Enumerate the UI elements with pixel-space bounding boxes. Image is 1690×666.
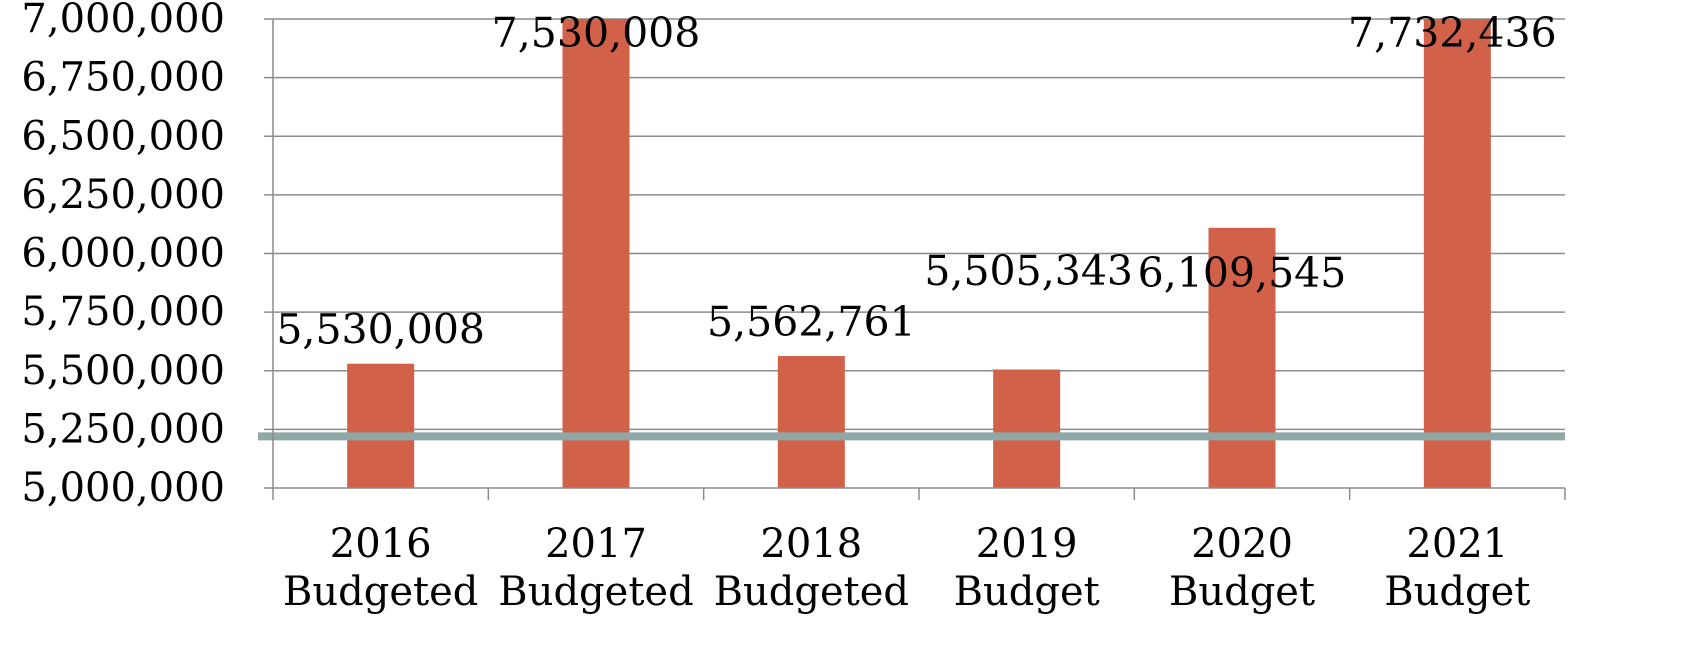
x-tick-label: 2021 — [1406, 521, 1508, 567]
bar — [347, 363, 415, 488]
y-tick-label: 5,750,000 — [21, 289, 225, 335]
x-tick-label: 2020 — [1191, 521, 1293, 567]
bar — [1423, 19, 1491, 488]
y-tick-label: 7,000,000 — [21, 0, 225, 42]
x-tick-label: 2017 — [545, 521, 647, 567]
x-tick-label: Budget — [954, 569, 1100, 615]
y-tick-label: 5,250,000 — [21, 406, 225, 452]
bar — [1208, 227, 1276, 488]
y-tick-label: 5,500,000 — [21, 348, 225, 394]
axes — [264, 18, 1566, 500]
bar — [562, 19, 630, 488]
bar — [777, 356, 845, 488]
x-tick-label: Budget — [1384, 569, 1530, 615]
data-label: 5,505,343 — [924, 247, 1133, 295]
data-label: 6,109,545 — [1138, 249, 1347, 297]
x-tick-labels: 2016Budgeted2017Budgeted2018Budgeted2019… — [283, 521, 1530, 615]
y-tick-label: 6,750,000 — [21, 55, 225, 101]
data-label: 5,530,008 — [276, 306, 485, 354]
data-label: 7,732,436 — [1348, 9, 1557, 57]
y-tick-labels: 5,000,000 5,250,000 5,500,000 5,750,000 6,00… — [21, 0, 225, 511]
x-tick-label: 2016 — [330, 521, 432, 567]
data-label: 5,562,761 — [707, 298, 916, 346]
y-tick-label: 6,250,000 — [21, 172, 225, 218]
x-tick-label: Budget — [1169, 569, 1315, 615]
x-tick-label: 2019 — [976, 521, 1078, 567]
x-tick-label: Budgeted — [498, 569, 693, 615]
bar — [993, 369, 1061, 488]
x-tick-label: 2018 — [760, 521, 862, 567]
gridlines — [273, 18, 1565, 431]
y-tick-label: 6,500,000 — [21, 113, 225, 159]
data-label: 7,530,008 — [492, 9, 701, 57]
x-tick-label: Budgeted — [283, 569, 478, 615]
y-tick-label: 6,000,000 — [21, 231, 225, 277]
x-tick-label: Budgeted — [714, 569, 909, 615]
y-tick-label: 5,000,000 — [21, 465, 225, 511]
bars — [347, 19, 1491, 488]
